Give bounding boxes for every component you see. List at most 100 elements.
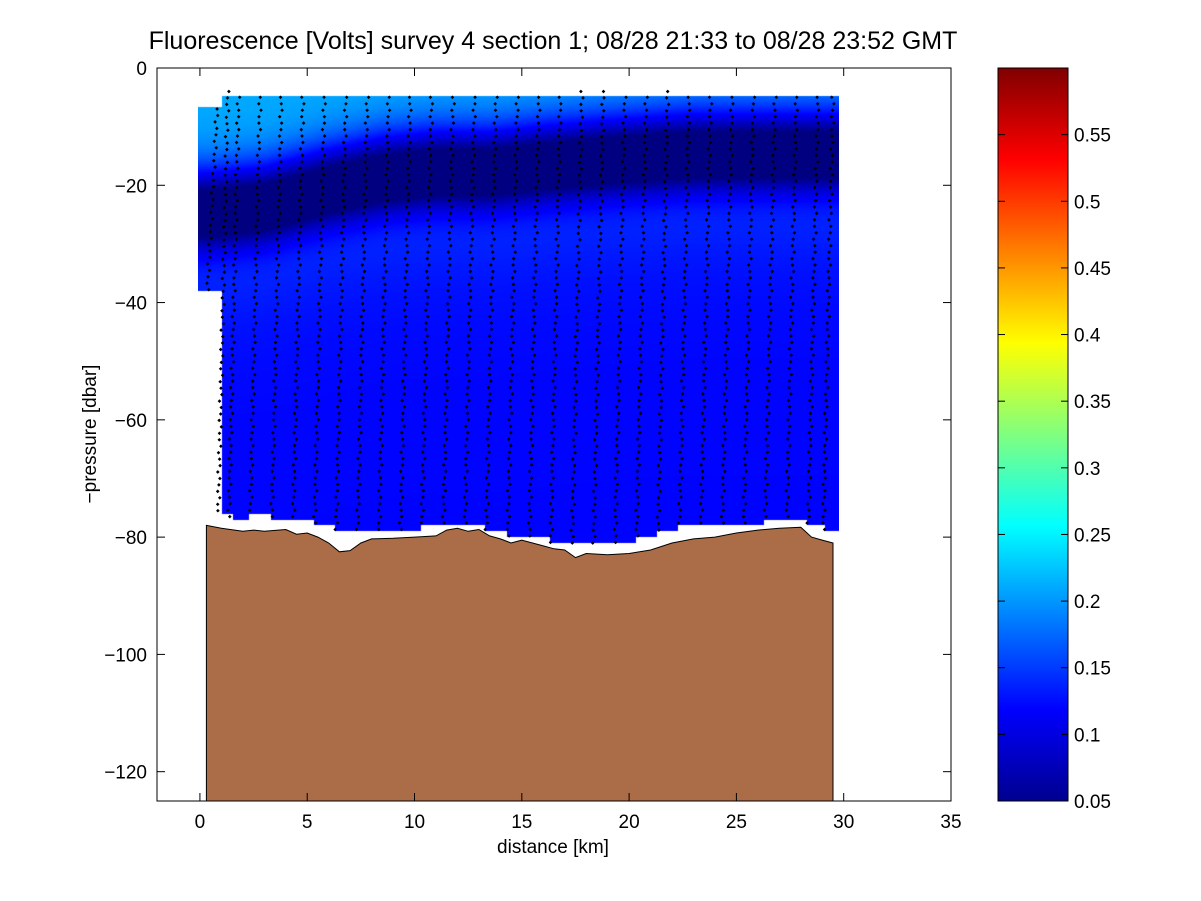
cast-sample-point [744,469,748,474]
cast-sample-point [379,385,384,390]
cast-sample-point [292,443,297,448]
cast-sample-point [574,412,578,416]
cast-sample-point [294,398,298,403]
cast-sample-point [276,263,281,267]
cast-sample-point [706,263,710,267]
cast-sample-point [678,508,683,512]
cast-sample-point [383,282,387,287]
cast-sample-point [358,463,362,467]
cast-sample-point [224,199,229,203]
cast-sample-point [806,482,811,487]
cast-sample-point [821,482,825,487]
cast-sample-point [640,301,645,306]
cast-sample-point [257,179,262,184]
cast-sample-point [765,463,770,467]
cast-sample-point [510,359,515,364]
cast-sample-point [300,192,304,196]
cast-sample-point [318,314,323,319]
cast-sample-point [230,379,235,383]
cast-sample-point [722,405,727,409]
cast-sample-point [466,417,471,422]
cast-sample-point [293,379,298,383]
cast-sample-point [530,366,535,371]
cast-sample-point [313,501,318,506]
cast-sample-point [743,405,748,409]
cast-sample-point [591,489,596,494]
cast-sample-point [254,205,259,209]
cast-sample-point [272,476,276,480]
cast-sample-point [226,488,231,493]
cast-sample-point [221,321,226,326]
cast-sample-point [722,372,727,377]
cast-sample-point [381,276,386,280]
cast-sample-point [808,495,812,500]
cast-sample-point [678,463,683,467]
cast-sample-point [363,140,368,145]
cast-sample-point [530,347,535,351]
cast-sample-point [745,411,749,416]
cast-sample-point [769,308,773,313]
cast-sample-point [466,301,471,306]
cast-sample-point [579,89,583,94]
cast-sample-point [228,405,233,409]
cast-sample-point [699,521,703,525]
cast-sample-point [338,340,343,345]
cast-sample-point [273,392,277,396]
cast-sample-point [467,314,472,319]
cast-sample-point [253,256,258,261]
cast-sample-point [531,392,536,396]
cast-sample-point [484,456,489,461]
cast-sample-point [792,192,796,196]
cast-sample-point [380,327,385,332]
cast-sample-point [258,95,263,100]
cast-sample-point [530,385,535,390]
cast-sample-point [220,392,224,397]
cast-sample-point [339,250,344,254]
cast-sample-point [662,263,667,268]
cast-sample-point [467,366,471,371]
cast-sample-point [235,134,240,138]
cast-sample-point [215,470,220,474]
colorbar-tick-label: 0.15 [1074,659,1111,680]
cast-sample-point [321,205,325,209]
cast-sample-point [385,166,390,171]
cast-sample-point [362,256,367,261]
cast-sample-point [378,495,383,500]
cast-sample-point [421,508,426,512]
cast-sample-point [250,379,255,383]
cast-sample-point [471,166,476,171]
cast-sample-point [824,340,829,345]
cast-sample-point [471,185,476,190]
cast-sample-point [741,476,746,480]
cast-sample-point [379,463,384,467]
cast-sample-point [316,398,321,403]
cast-sample-point [452,101,457,106]
cast-sample-point [356,456,360,461]
cast-sample-point [339,230,344,235]
cast-sample-point [362,192,366,196]
cast-sample-point [470,237,475,242]
cast-sample-point [788,359,793,364]
cast-sample-point [443,430,447,435]
cast-sample-point [252,276,257,280]
cast-sample-point [384,192,388,196]
cast-sample-point [358,366,363,371]
cast-sample-point [598,270,603,274]
cast-sample-point [205,281,209,286]
cast-sample-point [272,443,277,448]
cast-sample-point [441,482,446,487]
cast-sample-point [218,366,223,371]
cast-sample-point [746,321,750,325]
cast-sample-point [271,495,276,500]
cast-sample-point [594,431,599,436]
cast-sample-point [446,269,450,274]
cast-sample-point [451,153,455,158]
cast-sample-point [529,476,534,480]
cast-sample-point [428,127,433,132]
cast-sample-point [296,366,300,371]
cast-sample-point [510,392,515,396]
cast-sample-point [507,495,512,500]
cast-sample-point [222,186,227,191]
cast-sample-point [222,283,227,287]
cast-sample-point [490,276,495,280]
